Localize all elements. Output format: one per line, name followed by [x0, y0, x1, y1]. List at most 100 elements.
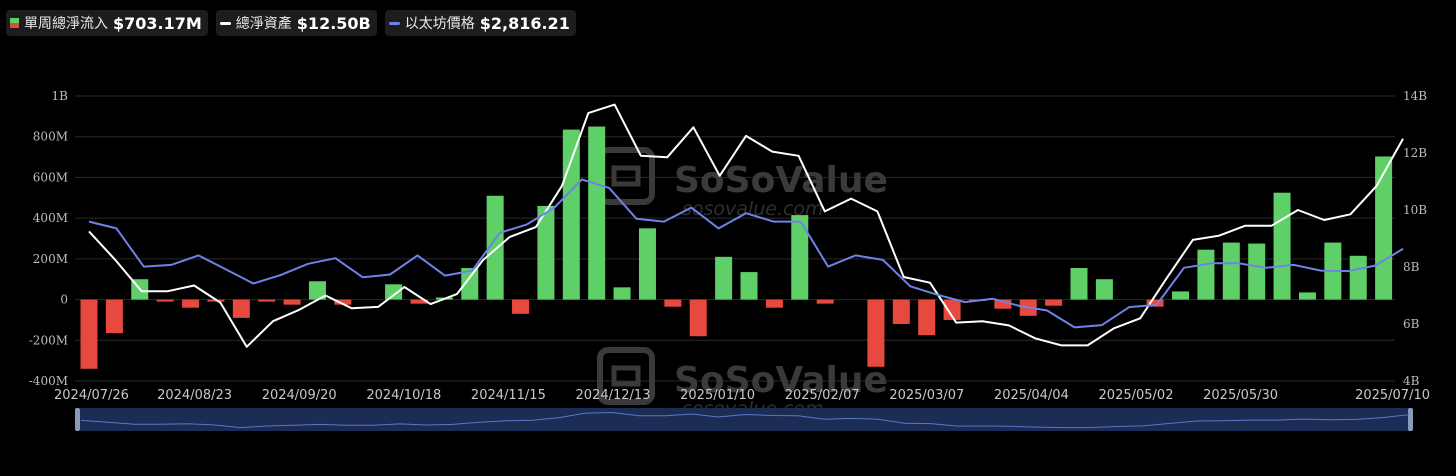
eth-price-line [88, 178, 1404, 329]
inflow-bar [80, 299, 98, 369]
x-axis: 2024/07/26 2024/08/23 2024/09/20 2024/10/18… [54, 388, 1430, 403]
y-axis-left: -400M -200M 0 200M 400M 600M 800M 1B [29, 89, 68, 388]
inflow-bar [892, 299, 910, 324]
sosovalue-logo-mark [611, 165, 641, 187]
gridlines [75, 95, 1395, 382]
inflow-bar [588, 126, 606, 300]
legend-value: $2,816.21 [479, 13, 570, 33]
inflow-bar [258, 299, 276, 302]
inflow-bar [943, 299, 961, 320]
inflow-bar [1375, 156, 1393, 300]
inflow-bar [105, 299, 123, 334]
series-lines [88, 103, 1404, 348]
x-tick-label: 2025/05/02 [1099, 388, 1174, 403]
inflow-bar [232, 299, 250, 318]
y-right-tick-label: 6B [1403, 317, 1420, 331]
inflow-bar [334, 299, 352, 305]
inflow-bar [512, 299, 530, 314]
inflow-bar [740, 272, 758, 300]
x-tick-label: 2025/07/10 [1355, 388, 1430, 403]
inflow-bar [308, 281, 326, 300]
inflow-bar [689, 299, 707, 337]
inflow-bar [791, 215, 809, 300]
x-tick-label: 2024/08/23 [157, 388, 232, 403]
inflow-bar [918, 299, 936, 336]
inflow-bar [765, 299, 783, 308]
x-tick-label: 2025/05/30 [1203, 388, 1278, 403]
y-left-tick-label: -200M [29, 333, 68, 347]
y-left-tick-label: -400M [29, 374, 68, 388]
inflow-bar [461, 268, 479, 300]
legend-label: 以太坊價格 [404, 16, 475, 32]
inflow-bar [562, 129, 580, 300]
watermark-brand: SoSoValue [674, 160, 888, 201]
line-series-swatch-icon [388, 21, 400, 25]
inflow-bar [537, 205, 555, 300]
y-right-tick-label: 12B [1403, 146, 1427, 160]
inflow-bar [664, 299, 682, 307]
inflow-bar [1095, 279, 1113, 300]
legend-value: $703.17M [113, 13, 202, 33]
legend-item-eth-price[interactable]: 以太坊價格 $2,816.21 [384, 10, 576, 36]
inflow-bar [613, 287, 631, 300]
inflow-bar [638, 228, 656, 300]
inflow-bar [1298, 292, 1316, 300]
y-right-tick-label: 10B [1403, 203, 1427, 217]
sosovalue-logo-icon [597, 347, 655, 405]
y-left-tick-label: 600M [33, 170, 68, 184]
inflow-bar [1197, 249, 1215, 300]
navigator-handle-left [75, 408, 80, 431]
x-tick-label: 2025/03/07 [889, 388, 964, 403]
inflow-bar [1248, 243, 1266, 300]
legend-value: $12.50B [296, 13, 371, 33]
x-tick-label: 2024/11/15 [471, 388, 546, 403]
inflow-bar [385, 284, 403, 300]
x-tick-label: 2025/01/10 [680, 388, 755, 403]
watermark-url: sosovalue.com [682, 198, 824, 220]
y-left-tick-label: 1B [52, 89, 69, 103]
legend: 單周總淨流入 $703.17M 總淨資產 $12.50B 以太坊價格 $2,81… [6, 10, 576, 36]
legend-item-weekly-net-inflow[interactable]: 單周總淨流入 $703.17M [6, 10, 208, 36]
line-series-swatch-icon [219, 21, 231, 25]
inflow-bar [816, 299, 834, 304]
y-axis-right: 4B 6B 8B 10B 12B 14B [1403, 89, 1427, 388]
inflow-bar [283, 299, 301, 305]
sosovalue-logo-mark [611, 365, 641, 387]
inflow-bar [486, 195, 504, 300]
inflow-bar [994, 299, 1012, 309]
inflow-bar [1045, 299, 1063, 306]
inflow-bar [156, 299, 174, 302]
inflow-bar [1349, 255, 1367, 300]
y-right-tick-label: 14B [1403, 89, 1427, 103]
x-tick-label: 2024/10/18 [366, 388, 441, 403]
inflow-bar [715, 256, 733, 300]
x-tick-label: 2025/04/04 [994, 388, 1069, 403]
watermark-brand: SoSoValue [674, 360, 888, 401]
y-left-tick-label: 200M [33, 252, 68, 266]
navigator-line [80, 411, 1410, 429]
legend-item-net-assets[interactable]: 總淨資產 $12.50B [215, 10, 377, 36]
range-navigator[interactable] [75, 408, 1413, 431]
sosovalue-logo-icon [597, 147, 655, 205]
inflow-bar [410, 299, 428, 304]
x-tick-label: 2024/07/26 [54, 388, 129, 403]
inflow-bar [182, 299, 200, 308]
inflow-bar [1070, 268, 1088, 300]
y-right-tick-label: 8B [1403, 260, 1420, 274]
legend-label: 總淨資產 [235, 16, 292, 32]
y-left-tick-label: 0 [60, 293, 68, 307]
inflow-bar [1146, 299, 1164, 307]
inflow-bar [1222, 242, 1240, 300]
inflow-bar [1273, 192, 1291, 300]
x-tick-label: 2024/12/13 [576, 388, 651, 403]
legend-label: 單周總淨流入 [24, 16, 108, 32]
x-tick-label: 2024/09/20 [262, 388, 337, 403]
inflow-bar [1172, 291, 1190, 300]
navigator-range [80, 408, 1410, 431]
inflow-bar [867, 299, 885, 367]
bar-series-swatch-icon [10, 18, 19, 28]
y-left-tick-label: 800M [33, 130, 68, 144]
y-right-tick-label: 4B [1403, 374, 1420, 388]
